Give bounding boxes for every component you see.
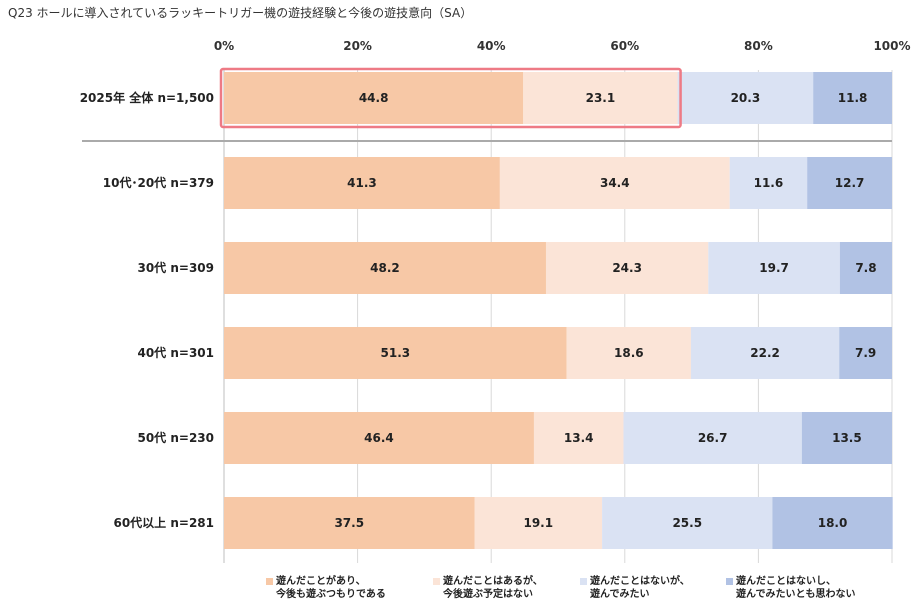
legend-item: 遊んだことはあるが、 今後遊ぶ予定はない	[433, 575, 543, 601]
data-label: 11.8	[838, 91, 868, 105]
category-label: 50代 n=230	[137, 430, 214, 445]
bar-segment	[224, 327, 567, 379]
data-label: 22.2	[750, 346, 780, 360]
data-label: 19.7	[759, 261, 789, 275]
bar-segment	[533, 412, 624, 464]
legend-label: 遊んだことがあり、今後も遊ぶつもりである	[276, 575, 386, 601]
gridlines	[82, 70, 893, 563]
bar-segment	[523, 72, 678, 124]
data-label: 48.2	[370, 261, 400, 275]
highlight-box	[219, 67, 682, 129]
tick-label: 0%	[214, 39, 234, 53]
axis-labels: 0% 20% 40% 60% 80% 100% 2025年 全体 n=1,500 10代･20…	[80, 39, 911, 530]
legend-swatch	[580, 578, 587, 585]
legend-line: 今後遊ぶ予定はない	[443, 589, 533, 600]
legend: 遊んだことがあり、 今後も遊ぶつもりである 遊んだことはあるが、 今後遊ぶ予定はない遊…	[0, 575, 918, 607]
bar-segment	[224, 242, 546, 294]
data-label: 19.1	[523, 516, 553, 530]
data-label: 46.4	[364, 431, 394, 445]
bar-segment	[807, 157, 892, 209]
data-label: 41.3	[347, 176, 377, 190]
data-label: 20.3	[731, 91, 761, 105]
category-label: 30代 n=309	[137, 260, 214, 275]
legend-line: 遊んだことがあり、	[276, 576, 366, 587]
bar-segment	[474, 497, 603, 549]
data-label: 44.8	[359, 91, 389, 105]
legend-item: 遊んだことがあり、今後も遊ぶつもりである	[266, 575, 386, 601]
legend-swatch	[726, 578, 733, 585]
legend-swatch	[433, 578, 440, 585]
tick-label: 100%	[873, 39, 910, 53]
data-label: 25.5	[672, 516, 702, 530]
bar-segment	[224, 72, 524, 124]
category-label: 2025年 全体 n=1,500	[80, 90, 214, 105]
legend-line: 遊んだことはあるが、	[443, 576, 543, 587]
bar-segment	[499, 157, 730, 209]
data-label: 13.4	[564, 431, 594, 445]
bar-segment	[729, 157, 808, 209]
data-label: 12.7	[835, 176, 865, 190]
legend-line: 遊んでみたいとも思わない	[736, 589, 856, 600]
bar-segment	[813, 72, 892, 124]
bar-segment	[839, 327, 892, 379]
bar-segment	[224, 157, 500, 209]
value-labels: 44.8 23.1 20.3 11.8 41.3 34.4 11.6 12.7 48.2 24.3…	[334, 91, 876, 530]
data-label: 37.5	[334, 516, 364, 530]
bar-segment	[690, 327, 840, 379]
data-label: 24.3	[612, 261, 642, 275]
data-label: 18.6	[614, 346, 644, 360]
bar-segment	[772, 497, 893, 549]
category-label: 10代･20代 n=379	[103, 175, 214, 190]
data-label: 18.0	[818, 516, 848, 530]
bar-segment	[708, 242, 840, 294]
bar-segment	[839, 242, 892, 294]
data-label: 7.8	[855, 261, 876, 275]
data-label: 13.5	[832, 431, 862, 445]
data-label: 51.3	[381, 346, 411, 360]
legend-line: 今後も遊ぶつもりである	[276, 589, 386, 600]
bar-segment	[677, 72, 814, 124]
legend-item: 遊んだことはないし、遊んでみたいとも思わない	[726, 575, 856, 601]
legend-line: 遊んだことはないが、	[590, 576, 690, 587]
legend-line: 遊んだことはないし、	[736, 576, 836, 587]
legend-label: 遊んだことはないし、遊んでみたいとも思わない	[736, 575, 856, 601]
legend-label: 遊んだことはあるが、 今後遊ぶ予定はない	[443, 575, 543, 601]
tick-label: 40%	[477, 39, 506, 53]
highlights	[219, 67, 682, 129]
data-label: 7.9	[855, 346, 876, 360]
legend-label: 遊んだことはないが、 遊んでみたい	[590, 575, 690, 601]
bar-segment	[623, 412, 802, 464]
data-label: 34.4	[600, 176, 630, 190]
bar-segment	[602, 497, 773, 549]
bar-segment	[224, 412, 534, 464]
chart-title: Q23 ホールに導入されているラッキートリガー機の遊技経験と今後の遊技意向（SA…	[8, 6, 473, 20]
legend-item: 遊んだことはないが、 遊んでみたい	[580, 575, 690, 601]
data-label: 23.1	[586, 91, 616, 105]
bars	[224, 72, 893, 549]
tick-label: 60%	[610, 39, 639, 53]
legend-line: 遊んでみたい	[590, 589, 650, 600]
tick-label: 80%	[744, 39, 773, 53]
legend-swatch	[266, 578, 273, 585]
data-label: 26.7	[698, 431, 728, 445]
tick-label: 20%	[343, 39, 372, 53]
category-label: 60代以上 n=281	[113, 515, 214, 530]
bar-segment	[545, 242, 709, 294]
bar-segment	[801, 412, 892, 464]
category-label: 40代 n=301	[137, 345, 214, 360]
bar-segment	[224, 497, 475, 549]
bar-segment	[566, 327, 691, 379]
data-label: 11.6	[754, 176, 784, 190]
